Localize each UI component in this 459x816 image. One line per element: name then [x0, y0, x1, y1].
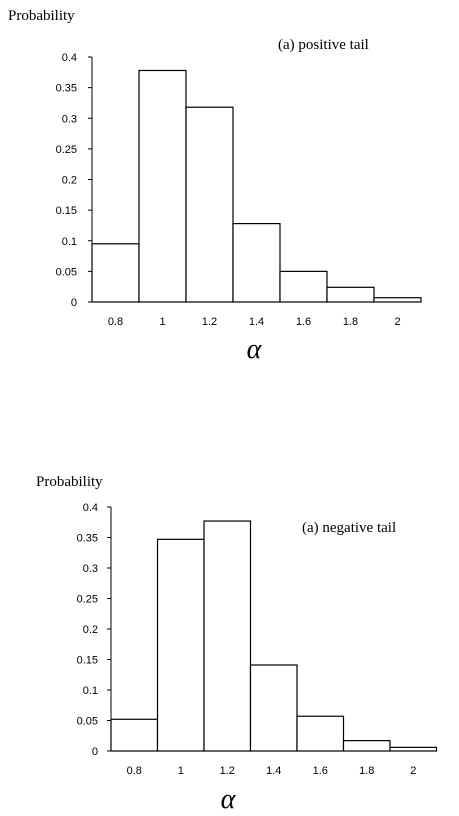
x-axis-label: α: [221, 784, 237, 815]
x-tick-label: 0.8: [127, 765, 142, 777]
bar: [279, 270, 328, 303]
bar: [110, 718, 159, 752]
bar: [232, 223, 281, 303]
bar: [156, 538, 205, 752]
bar: [138, 69, 187, 303]
bar: [91, 243, 140, 303]
y-tick-label: 0.3: [83, 563, 98, 575]
x-tick-label: 1.4: [266, 765, 281, 777]
x-tick-label: 1.8: [359, 765, 374, 777]
y-tick-label: 0.15: [56, 205, 77, 217]
bar: [373, 297, 422, 303]
bar: [342, 740, 391, 752]
x-tick-label: 2: [394, 316, 400, 328]
x-tick-label: 1.2: [220, 765, 235, 777]
x-axis-label: α: [247, 334, 263, 365]
y-tick-label: 0.1: [83, 685, 98, 697]
bar: [249, 664, 298, 752]
bar: [203, 520, 252, 752]
y-tick-label: 0.15: [77, 655, 98, 667]
y-tick-label: 0: [92, 746, 98, 758]
chart-negative-tail: Probability (a) negative tail 0 0.05 0.1 0.…: [36, 474, 438, 815]
chart-title: (a) negative tail: [302, 520, 396, 536]
y-tick-label: 0.2: [83, 624, 98, 636]
y-tick-label: 0.35: [77, 533, 98, 545]
x-tick-label: 2: [410, 765, 416, 777]
y-ticks: 0 0.05 0.1 0.15 0.2 0.25 0.3 0.35 0.4: [56, 52, 92, 309]
x-tick-label: 1: [178, 765, 184, 777]
y-ticks: 0 0.05 0.1 0.15 0.2 0.25 0.3 0.35 0.4: [77, 502, 111, 758]
y-tick-label: 0.2: [62, 175, 77, 187]
x-tick-label: 1.6: [296, 316, 311, 328]
x-tick-label: 1.4: [249, 316, 264, 328]
x-ticks: 0.8 1 1.2 1.4 1.6 1.8 2: [127, 765, 417, 777]
bars: [110, 520, 438, 752]
y-tick-label: 0.4: [83, 502, 98, 514]
y-tick-label: 0.25: [56, 144, 77, 156]
y-axis-label: Probability: [8, 8, 75, 24]
y-tick-label: 0.4: [62, 52, 77, 64]
x-tick-label: 1.8: [343, 316, 358, 328]
y-tick-label: 0: [71, 297, 77, 309]
x-ticks: 0.8 1 1.2 1.4 1.6 1.8 2: [108, 316, 401, 328]
bar: [296, 715, 345, 752]
y-tick-label: 0.05: [77, 716, 98, 728]
bars: [91, 69, 422, 303]
y-tick-label: 0.05: [56, 266, 77, 278]
chart-positive-tail: Probability (a) positive tail 0 0.05 0.1 0.…: [8, 8, 422, 365]
y-tick-label: 0.3: [62, 113, 77, 125]
y-tick-label: 0.1: [62, 236, 77, 248]
bar: [326, 286, 375, 303]
x-tick-label: 1.6: [313, 765, 328, 777]
x-tick-label: 1: [159, 316, 165, 328]
y-tick-label: 0.35: [56, 83, 77, 95]
y-tick-label: 0.25: [77, 594, 98, 606]
bar: [185, 106, 234, 303]
chart-title: (a) positive tail: [278, 37, 369, 53]
x-tick-label: 1.2: [202, 316, 217, 328]
x-tick-label: 0.8: [108, 316, 123, 328]
bar: [389, 746, 438, 752]
y-axis-label: Probability: [36, 474, 103, 490]
